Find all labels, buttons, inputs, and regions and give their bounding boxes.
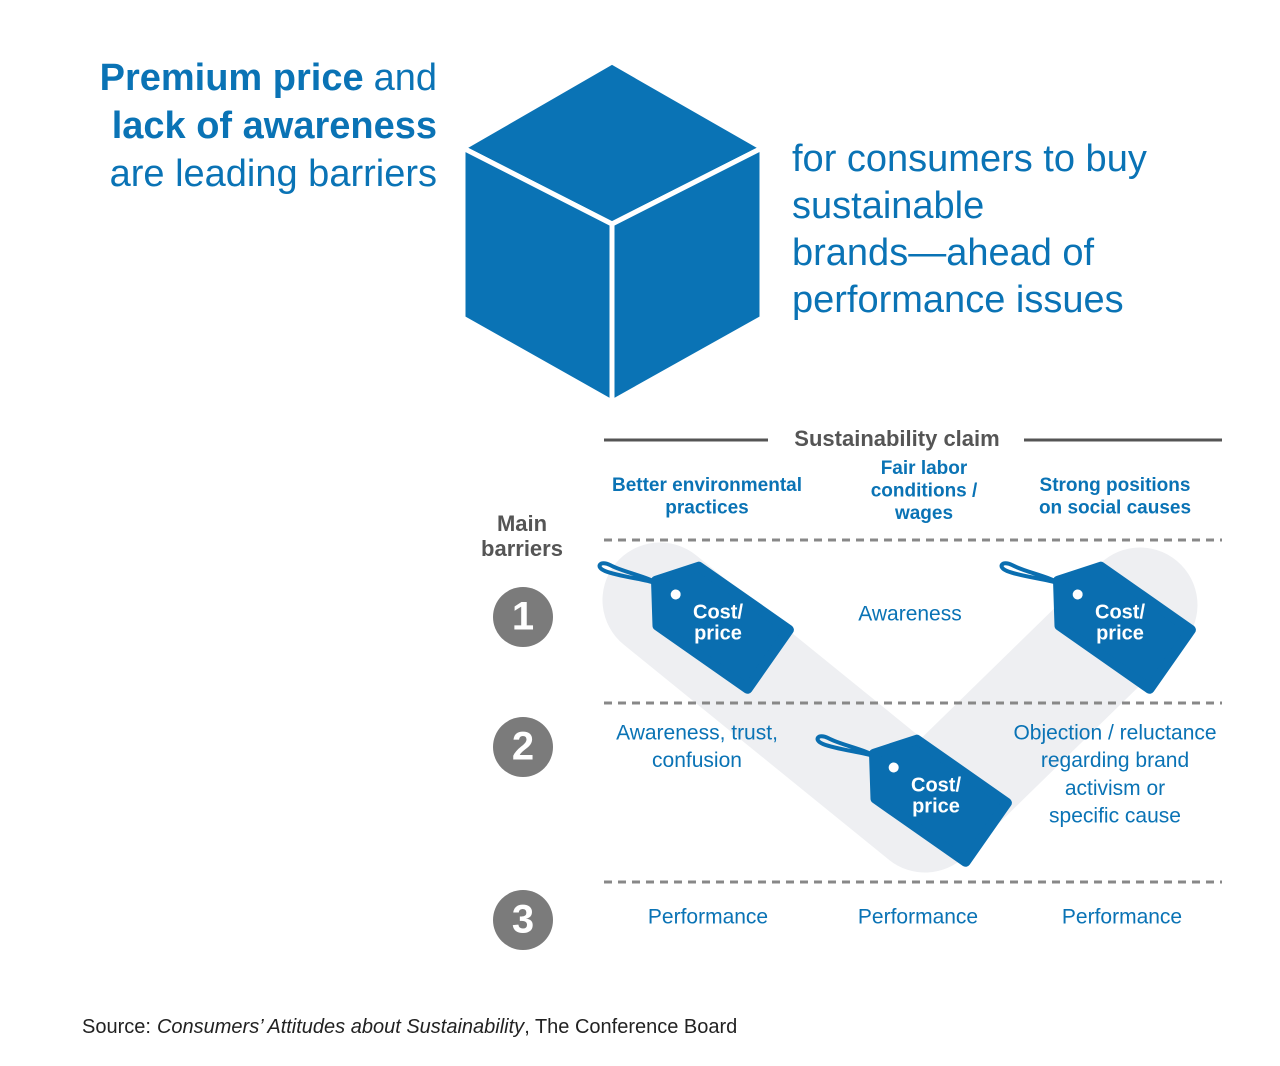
- row-number-badge: [493, 587, 553, 647]
- row-header: Main: [497, 511, 547, 536]
- column-header: wages: [894, 503, 953, 524]
- cell-text: Awareness: [858, 603, 962, 626]
- cell-text: activism or: [1065, 777, 1165, 800]
- cell-text: specific cause: [1049, 805, 1181, 828]
- column-header: Fair labor: [881, 458, 968, 479]
- cell-text: regarding brand: [1041, 749, 1189, 772]
- cube-right: [609, 145, 765, 405]
- tag-label: Cost/: [911, 774, 961, 796]
- column-header: practices: [665, 498, 748, 519]
- column-header: on social causes: [1039, 498, 1191, 519]
- tag-body: [651, 561, 794, 694]
- cell-text: Performance: [648, 906, 768, 929]
- source-rest: , The Conference Board: [524, 1016, 737, 1038]
- price-tag: Cost/price: [999, 561, 1196, 694]
- cell-text: Performance: [858, 906, 978, 929]
- row-number-badge: [493, 717, 553, 777]
- subheader-line: sustainable: [792, 185, 984, 227]
- row-number: 1: [512, 595, 534, 639]
- cube: [460, 59, 765, 405]
- cell-text: Awareness, trust,: [616, 722, 778, 745]
- column-header: conditions /: [871, 481, 978, 502]
- tag-label: price: [912, 795, 960, 817]
- tag-string: [597, 561, 667, 589]
- tag-body: [869, 734, 1012, 867]
- price-tag: Cost/price: [815, 734, 1012, 867]
- row-number: 3: [512, 898, 534, 942]
- headline-bold: Premium price: [100, 57, 364, 99]
- tag-hole: [888, 762, 899, 773]
- tag-label: Cost/: [693, 601, 743, 623]
- tag-body: [1053, 561, 1196, 694]
- source-title: Consumers’ Attitudes about Sustainabilit…: [157, 1016, 525, 1038]
- source-label: Source:: [82, 1016, 151, 1038]
- source: Source: Consumers’ Attitudes about Sustai…: [82, 1016, 737, 1038]
- headline-line: Premium price and: [100, 57, 437, 99]
- tag-string: [999, 561, 1069, 589]
- headline-text: are leading barriers: [110, 153, 437, 195]
- row-number-badge: [493, 890, 553, 950]
- price-tag: Cost/price: [597, 561, 794, 694]
- table-title: Sustainability claim: [794, 426, 999, 451]
- cell-text: Performance: [1062, 906, 1182, 929]
- cell-text: confusion: [652, 749, 742, 772]
- tag-label: price: [694, 622, 742, 644]
- subheader-line: for consumers to buy: [792, 138, 1147, 180]
- subheader-line: brands—ahead of: [792, 232, 1095, 274]
- tag-string: [815, 734, 885, 762]
- tag-label: Cost/: [1095, 601, 1145, 623]
- column-header: Strong positions: [1040, 475, 1191, 496]
- row-number: 2: [512, 725, 534, 769]
- row-header: barriers: [481, 536, 563, 561]
- rules: [604, 438, 1222, 884]
- headline: Premium price and lack of awareness are l…: [100, 57, 437, 195]
- cell-text: Objection / reluctance: [1013, 722, 1216, 745]
- headline-bold: lack of awareness: [112, 105, 437, 147]
- tag-label: price: [1096, 622, 1144, 644]
- headline-text: and: [374, 57, 437, 99]
- tag-hole: [670, 589, 681, 600]
- column-header: Better environmental: [612, 475, 802, 496]
- tag-hole: [1072, 589, 1083, 600]
- subheader-line: performance issues: [792, 279, 1124, 321]
